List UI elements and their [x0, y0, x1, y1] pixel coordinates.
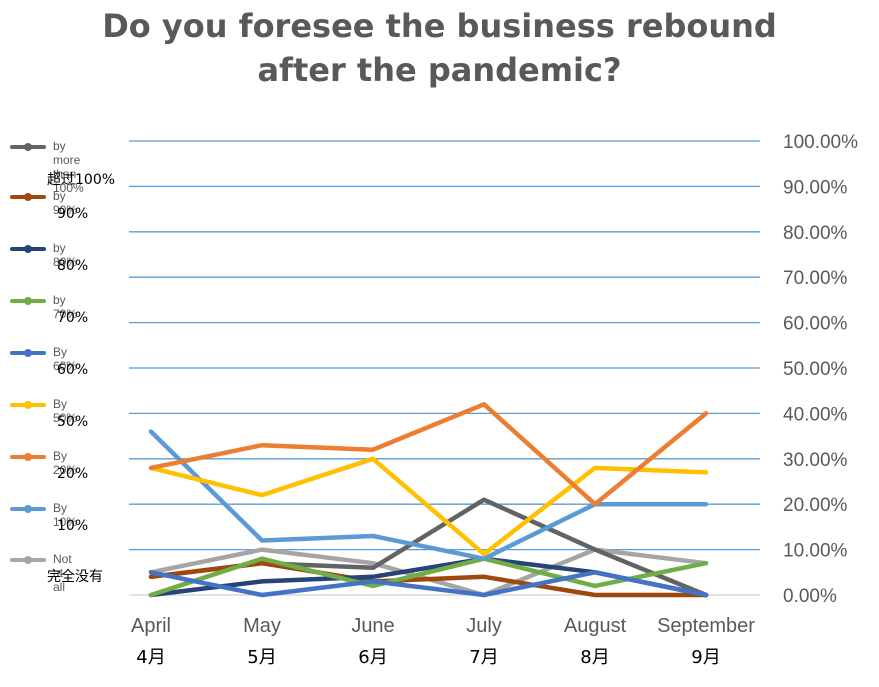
y-tick-label: 90.00%	[783, 177, 848, 198]
chart-title-line-2: after the pandemic?	[257, 51, 622, 89]
legend-label: by more than 100%	[53, 139, 84, 195]
series-line	[148, 456, 709, 557]
legend-label: By 10%	[53, 501, 78, 529]
legend-label: by 90%	[53, 189, 78, 217]
x-tick-label: July	[466, 615, 502, 637]
y-tick-label: 40.00%	[783, 404, 848, 425]
legend-label: By 50%	[53, 397, 78, 425]
y-tick-label: 10.00%	[783, 541, 848, 562]
x-tick-label-cn: 6月	[358, 647, 387, 668]
x-tick-label: September	[657, 615, 755, 637]
legend-label-cn: 20%	[57, 466, 89, 482]
legend-label-cn: 80%	[57, 258, 89, 274]
x-tick-label: May	[243, 615, 281, 637]
x-tick-label-cn: 8月	[580, 647, 609, 668]
chart-title: Do you foresee the business rebound afte…	[0, 4, 879, 92]
legend-marker	[24, 505, 32, 513]
legend-marker	[24, 143, 32, 151]
legend-label-cn: 10%	[57, 518, 89, 534]
legend-label: by 80%	[53, 241, 78, 269]
legend-label-cn: 70%	[57, 310, 89, 326]
legend-marker	[24, 556, 32, 564]
legend-label-cn: 90%	[57, 206, 89, 222]
legend-label-cn: 60%	[57, 362, 89, 378]
legend-marker	[24, 297, 32, 305]
legend-label: By 20%	[53, 449, 78, 477]
series-line	[148, 556, 709, 598]
legend-marker	[24, 453, 32, 461]
x-tick-label: June	[351, 615, 394, 637]
legend-label-cn: 超过100%	[47, 172, 116, 188]
legend-marker	[24, 349, 32, 357]
series-line	[148, 570, 709, 598]
x-tick-label-cn: 9月	[691, 647, 720, 668]
y-tick-label: 0.00%	[783, 586, 837, 607]
legend-marker	[24, 401, 32, 409]
y-tick-label: 80.00%	[783, 223, 848, 244]
legend-marker	[24, 193, 32, 201]
y-tick-label: 60.00%	[783, 314, 848, 335]
legend-label: Not at all	[53, 552, 72, 594]
chart-title-line-1: Do you foresee the business rebound	[102, 7, 777, 45]
y-tick-label: 50.00%	[783, 359, 848, 380]
legend-marker	[24, 245, 32, 253]
legend-label: by 70%	[53, 293, 78, 321]
x-tick-label: April	[131, 615, 171, 637]
x-tick-label-cn: 7月	[469, 647, 498, 668]
series-line	[148, 429, 709, 561]
series-line	[148, 402, 709, 507]
x-tick-label-cn: 4月	[136, 647, 165, 668]
legend-label: By 60%	[53, 345, 78, 373]
x-tick-label: August	[564, 615, 627, 637]
legend-label-cn: 完全没有	[47, 569, 103, 585]
y-tick-label: 70.00%	[783, 268, 848, 289]
legend-label-cn: 50%	[57, 414, 89, 430]
y-tick-label: 20.00%	[783, 495, 848, 516]
y-tick-label: 30.00%	[783, 450, 848, 471]
x-tick-label-cn: 5月	[247, 647, 276, 668]
y-tick-label: 100.00%	[783, 132, 858, 153]
